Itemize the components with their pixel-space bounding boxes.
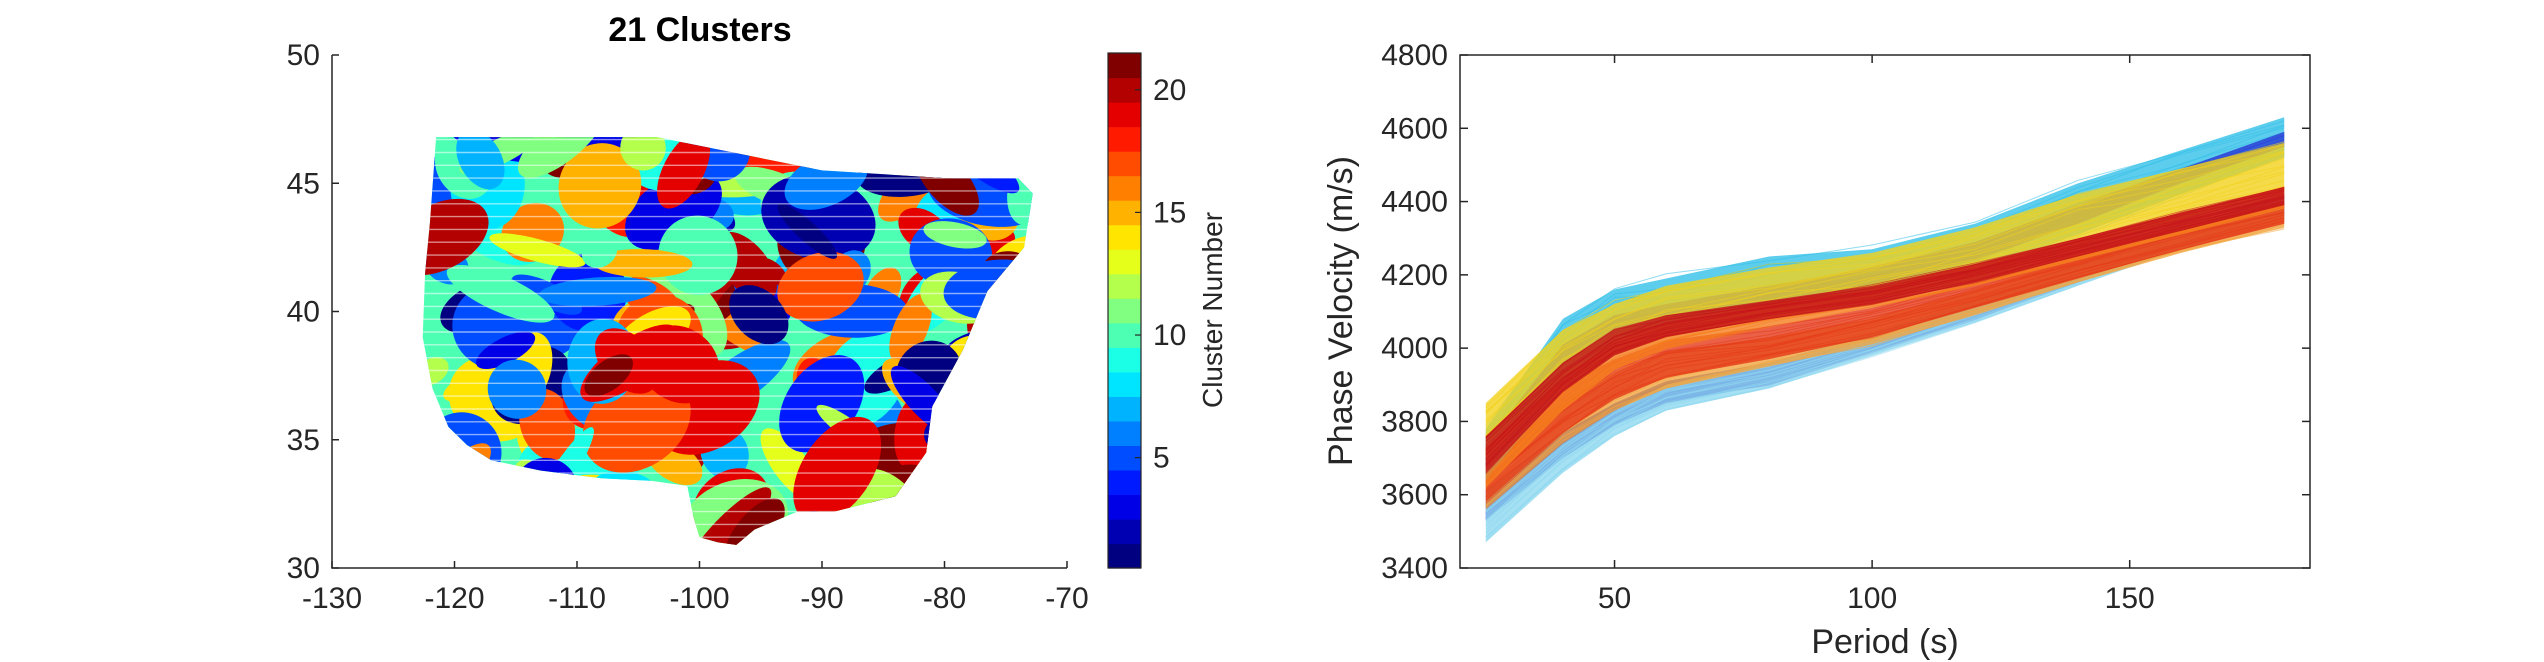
- map-title: 21 Clusters: [608, 11, 791, 49]
- cluster-patch: [657, 137, 711, 209]
- dispersion-curve: [1485, 198, 2285, 461]
- cluster-map-chart: 21 Clusters -130 -120 -110 -100 -90 -80 -70 30 3…: [287, 11, 1228, 615]
- cluster-patch: [422, 198, 489, 276]
- colorbar-band: [1108, 494, 1141, 520]
- line-y-tick-label: 4800: [1381, 39, 1448, 72]
- dispersion-curve: [1485, 220, 2285, 483]
- dispersion-curve-bundles: [1485, 117, 2285, 543]
- curve-bundle-band: [1485, 142, 2285, 459]
- dispersion-curve: [1485, 165, 2285, 436]
- cluster-patch: [581, 235, 618, 268]
- cluster-patch: [889, 293, 932, 364]
- phase-velocity-chart: 50 100 150 3400 3600 3800 4000 4200 4400 4600 4800…: [1322, 39, 2311, 661]
- colorbar-band: [1108, 175, 1141, 201]
- dispersion-curve: [1485, 193, 2285, 442]
- colorbar-band: [1108, 53, 1141, 79]
- colorbar-band: [1108, 102, 1141, 128]
- map-y-tick-label: 45: [287, 167, 320, 200]
- dispersion-curve: [1485, 220, 2285, 491]
- map-y-tick-label: 35: [287, 424, 320, 457]
- dispersion-curve: [1485, 217, 2285, 479]
- dispersion-curve: [1485, 201, 2285, 464]
- cluster-patch: [456, 137, 505, 190]
- map-y-tick-label: 30: [287, 552, 320, 585]
- line-y-axis-title: Phase Velocity (m/s): [1322, 156, 1360, 466]
- line-y-tick-label: 4400: [1381, 186, 1448, 219]
- map-x-tick-label: -80: [923, 582, 966, 615]
- cluster-patch: [558, 143, 642, 229]
- dispersion-curve: [1485, 211, 2285, 472]
- line-y-tick-label: 4200: [1381, 259, 1448, 292]
- cluster-patch: [593, 249, 693, 278]
- colorbar-band: [1108, 543, 1141, 569]
- cluster-patch: [538, 276, 657, 307]
- dispersion-curve: [1485, 120, 2285, 427]
- colorbar-band: [1108, 469, 1141, 496]
- colorbar-tick-label: 10: [1153, 319, 1186, 352]
- dispersion-curve: [1485, 205, 2285, 488]
- dispersion-curve: [1485, 196, 2285, 451]
- colorbar-tick-label: 20: [1153, 74, 1186, 107]
- map-x-tick-label: -120: [424, 582, 484, 615]
- colorbar-tick-label: 5: [1153, 442, 1170, 475]
- colorbar-band: [1108, 273, 1141, 299]
- dispersion-curve: [1485, 151, 2285, 412]
- line-x-tick-label: 50: [1598, 582, 1631, 615]
- line-y-tick-label: 3600: [1381, 479, 1448, 512]
- cluster-patch: [487, 359, 547, 419]
- cluster-patch: [584, 354, 633, 397]
- colorbar-band: [1108, 224, 1141, 250]
- map-y-tick-label: 50: [287, 39, 320, 72]
- cluster-patch: [777, 203, 838, 259]
- cluster-patch: [683, 487, 772, 545]
- colorbar-band: [1108, 518, 1141, 545]
- map-x-tick-label: -90: [800, 582, 843, 615]
- map-axis-ticks: -130 -120 -110 -100 -90 -80 -70 30 35 40 45 50: [287, 39, 1089, 615]
- colorbar-bands: [1108, 53, 1141, 569]
- colorbar-band: [1108, 151, 1141, 177]
- cluster-patch: [476, 331, 536, 370]
- cluster-patch: [620, 137, 666, 171]
- colorbar: 5 10 15 20 Cluster Number: [1107, 52, 1228, 569]
- colorbar-ticks: 5 10 15 20: [1135, 74, 1186, 475]
- colorbar-label: Cluster Number: [1197, 212, 1228, 408]
- line-plot-frame: [1459, 54, 2311, 569]
- dispersion-curve: [1485, 141, 2285, 409]
- dispersion-curve: [1485, 151, 2285, 413]
- map-x-tick-label: -100: [669, 582, 729, 615]
- map-x-tick-label: -110: [548, 582, 606, 615]
- colorbar-band: [1108, 126, 1141, 152]
- cluster-patch: [793, 416, 882, 523]
- line-y-tick-label: 4000: [1381, 332, 1448, 365]
- dispersion-curve: [1485, 157, 2285, 422]
- cluster-patch: [729, 285, 789, 345]
- dispersion-curve: [1485, 144, 2285, 414]
- colorbar-band: [1108, 347, 1141, 373]
- colorbar-band: [1108, 396, 1141, 422]
- dispersion-curve: [1485, 203, 2285, 466]
- colorbar-band: [1108, 420, 1141, 446]
- colorbar-band: [1108, 249, 1141, 275]
- dispersion-curve: [1485, 197, 2285, 455]
- map-x-tick-label: -130: [302, 582, 362, 615]
- line-x-tick-label: 150: [2105, 582, 2155, 615]
- colorbar-band: [1108, 298, 1141, 324]
- colorbar-tick-label: 15: [1153, 196, 1186, 229]
- curve-bundle: [1485, 186, 2285, 474]
- line-x-axis-title: Period (s): [1811, 623, 1958, 661]
- line-y-tick-label: 3800: [1381, 405, 1448, 438]
- line-axis-ticks: 50 100 150 3400 3600 3800 4000 4200 4400 4600 4800: [1381, 39, 2310, 615]
- map-y-tick-label: 40: [287, 296, 320, 329]
- map-axis-lines: [331, 55, 1067, 569]
- colorbar-band: [1108, 371, 1141, 397]
- line-y-tick-label: 3400: [1381, 552, 1448, 585]
- line-y-tick-label: 4600: [1381, 112, 1448, 145]
- colorbar-frame: [1107, 52, 1142, 569]
- map-x-tick-label: -70: [1045, 582, 1088, 615]
- cluster-patch: [777, 251, 864, 322]
- line-x-tick-label: 100: [1847, 582, 1897, 615]
- dispersion-curve: [1485, 187, 2285, 438]
